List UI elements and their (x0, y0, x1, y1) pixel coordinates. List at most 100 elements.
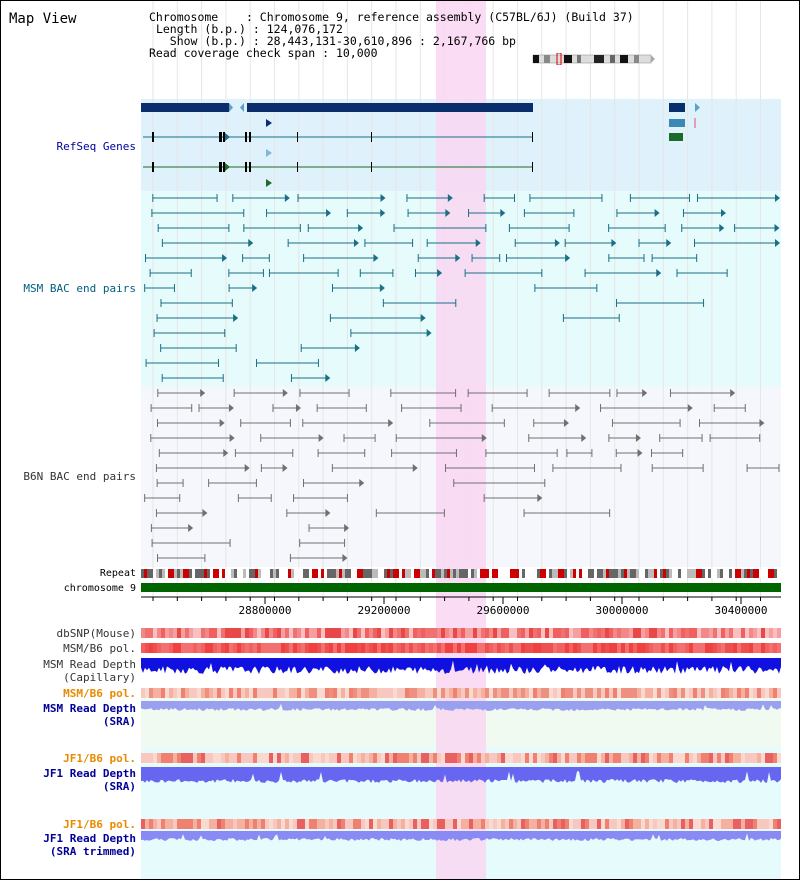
strip-cell (365, 753, 369, 763)
strip-cell (429, 819, 433, 829)
strip-cell (653, 819, 657, 829)
strip-cell (225, 643, 229, 653)
strip-cell (381, 628, 385, 638)
repeat-element (189, 569, 192, 578)
chromosome-value: Chromosome 9, reference assembly (C57BL/… (259, 10, 634, 24)
strip-cell (625, 688, 629, 698)
strip-cell (321, 628, 325, 638)
strip-cell (673, 688, 677, 698)
bac-arrow (353, 239, 359, 247)
strip-cell (733, 753, 737, 763)
track-label-msm-depth-capillary: MSM Read Depth (Capillary) (43, 658, 136, 684)
repeat-element (324, 569, 327, 578)
bac-arrow (373, 254, 379, 262)
repeat-element (735, 569, 738, 578)
chromosome-ideogram[interactable] (530, 53, 656, 65)
repeat-track (141, 569, 783, 578)
repeat-element (678, 569, 681, 578)
gene-bar (669, 103, 685, 112)
strip-cell (285, 753, 289, 763)
strip-cell (313, 628, 317, 638)
strip-cell (469, 628, 473, 638)
strip-cell (713, 643, 717, 653)
strip-cell (425, 688, 429, 698)
strip-cell (669, 643, 673, 653)
strand-arrow (695, 103, 700, 112)
strip-cell (409, 819, 413, 829)
strip-cell (533, 819, 537, 829)
strip-cell (361, 628, 365, 638)
strip-cell (261, 628, 265, 638)
repeat-element (681, 569, 684, 578)
strip-cell (649, 753, 653, 763)
repeat-element (597, 569, 600, 578)
strip-cell (429, 628, 433, 638)
strip-cell (469, 819, 473, 829)
strip-cell (729, 628, 733, 638)
strip-cell (653, 643, 657, 653)
repeat-element (768, 569, 771, 578)
strip-cell (585, 643, 589, 653)
strip-cell (473, 688, 477, 698)
jf1-pol-strip (141, 753, 781, 763)
repeat-element (669, 569, 672, 578)
strip-cell (737, 688, 741, 698)
strip-cell (333, 819, 337, 829)
strip-cell (265, 688, 269, 698)
strip-cell (733, 819, 737, 829)
repeat-element (558, 569, 561, 578)
repeat-element (156, 569, 159, 578)
dbsnp-strip (141, 628, 781, 638)
repeat-element (585, 569, 588, 578)
strip-cell (713, 753, 717, 763)
strip-cell (389, 628, 393, 638)
repeat-element (588, 569, 591, 578)
strip-cell (629, 688, 633, 698)
strip-cell (653, 628, 657, 638)
strip-cell (469, 643, 473, 653)
strip-cell (237, 643, 241, 653)
strip-cell (453, 628, 457, 638)
strip-cell (197, 753, 201, 763)
bac-arrow (248, 239, 254, 247)
strip-cell (577, 819, 581, 829)
strip-cell (377, 643, 381, 653)
strip-cell (361, 753, 365, 763)
repeat-element (426, 569, 429, 578)
repeat-element (147, 569, 150, 578)
repeat-element (492, 569, 495, 578)
depth-area (141, 831, 781, 841)
strip-cell (605, 819, 609, 829)
strip-cell (433, 688, 437, 698)
strip-cell (209, 819, 213, 829)
strip-cell (725, 819, 729, 829)
strip-cell (241, 643, 245, 653)
strip-cell (533, 628, 537, 638)
strip-cell (333, 688, 337, 698)
strip-cell (561, 688, 565, 698)
bac-arrow (252, 284, 258, 292)
strip-cell (657, 643, 661, 653)
strip-cell (337, 628, 341, 638)
repeat-element (267, 569, 270, 578)
msm-pol-strip (141, 643, 781, 653)
strip-cell (217, 753, 221, 763)
strip-cell (661, 643, 665, 653)
strip-cell (589, 819, 593, 829)
repeat-element (483, 569, 486, 578)
strip-cell (725, 628, 729, 638)
strip-cell (541, 643, 545, 653)
strip-cell (501, 643, 505, 653)
strip-cell (177, 643, 181, 653)
strip-cell (425, 753, 429, 763)
strip-cell (177, 628, 181, 638)
strip-cell (225, 628, 229, 638)
strip-cell (673, 628, 677, 638)
strip-cell (373, 643, 377, 653)
strip-cell (177, 753, 181, 763)
strip-cell (437, 819, 441, 829)
bac-arrow (635, 434, 641, 442)
strip-cell (149, 643, 153, 653)
